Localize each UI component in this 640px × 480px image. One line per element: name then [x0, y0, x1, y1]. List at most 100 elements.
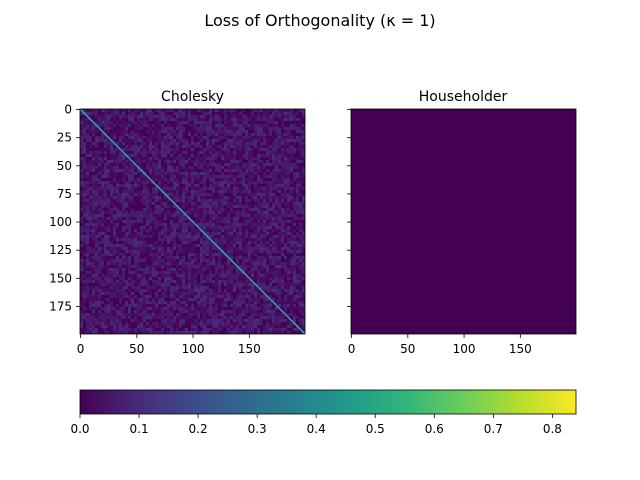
- heatmap-cell: [122, 289, 125, 292]
- heatmap-cell: [194, 241, 197, 244]
- heatmap-cell: [287, 232, 290, 235]
- heatmap-cell: [269, 172, 272, 175]
- heatmap-cell: [260, 166, 263, 169]
- heatmap-cell: [194, 130, 197, 133]
- heatmap-cell: [245, 127, 248, 130]
- heatmap-cell: [293, 199, 296, 202]
- heatmap-cell: [104, 136, 107, 139]
- heatmap-cell: [167, 223, 170, 226]
- heatmap-cell: [149, 169, 152, 172]
- heatmap-cell: [269, 253, 272, 256]
- heatmap-cell: [293, 253, 296, 256]
- heatmap-cell: [245, 292, 248, 295]
- heatmap-cell: [143, 175, 146, 178]
- heatmap-cell: [203, 169, 206, 172]
- heatmap-cell: [227, 166, 230, 169]
- heatmap-cell: [155, 277, 158, 280]
- heatmap-cell: [146, 190, 149, 193]
- heatmap-cell: [164, 139, 167, 142]
- heatmap-cell: [170, 133, 173, 136]
- heatmap-cell: [224, 304, 227, 307]
- heatmap-cell: [287, 160, 290, 163]
- heatmap-cell: [275, 226, 278, 229]
- heatmap-cell: [92, 268, 95, 271]
- heatmap-cell: [149, 214, 152, 217]
- heatmap-cell: [227, 262, 230, 265]
- heatmap-cell: [134, 169, 137, 172]
- heatmap-cell: [212, 280, 215, 283]
- heatmap-cell: [164, 259, 167, 262]
- heatmap-cell: [80, 127, 83, 130]
- heatmap-cell: [83, 211, 86, 214]
- heatmap-cell: [275, 184, 278, 187]
- heatmap-cell: [131, 145, 134, 148]
- heatmap-cell: [131, 154, 134, 157]
- heatmap-cell: [173, 301, 176, 304]
- heatmap-cell: [146, 127, 149, 130]
- heatmap-cell: [146, 166, 149, 169]
- heatmap-cell: [83, 301, 86, 304]
- heatmap-cell: [242, 139, 245, 142]
- heatmap-cell: [149, 133, 152, 136]
- heatmap-cell: [173, 190, 176, 193]
- heatmap-cell: [281, 286, 284, 289]
- heatmap-cell: [137, 244, 140, 247]
- heatmap-cell: [263, 118, 266, 121]
- heatmap-cell: [242, 238, 245, 241]
- heatmap-cell: [152, 175, 155, 178]
- heatmap-cell: [200, 184, 203, 187]
- heatmap-cell: [167, 217, 170, 220]
- heatmap-cell: [170, 214, 173, 217]
- heatmap-cell: [86, 121, 89, 124]
- heatmap-cell: [92, 196, 95, 199]
- heatmap-cell: [230, 262, 233, 265]
- heatmap-cell: [161, 187, 164, 190]
- heatmap-cell: [161, 217, 164, 220]
- heatmap-cell: [152, 178, 155, 181]
- heatmap-cell: [152, 190, 155, 193]
- heatmap-cell: [215, 127, 218, 130]
- heatmap-cell: [173, 217, 176, 220]
- heatmap-cell: [119, 121, 122, 124]
- heatmap-cell: [215, 259, 218, 262]
- heatmap-cell: [125, 229, 128, 232]
- heatmap-cell: [131, 232, 134, 235]
- heatmap-cell: [182, 151, 185, 154]
- heatmap-cell: [173, 160, 176, 163]
- heatmap-cell: [263, 241, 266, 244]
- heatmap-cell: [155, 178, 158, 181]
- heatmap-cell: [185, 259, 188, 262]
- heatmap-cell: [251, 157, 254, 160]
- heatmap-cell: [152, 136, 155, 139]
- heatmap-cell: [140, 241, 143, 244]
- heatmap-cell: [287, 220, 290, 223]
- heatmap-cell: [113, 169, 116, 172]
- heatmap-cell: [215, 175, 218, 178]
- heatmap-cell: [92, 259, 95, 262]
- heatmap-cell: [185, 169, 188, 172]
- heatmap-cell: [95, 283, 98, 286]
- heatmap-cell: [212, 127, 215, 130]
- heatmap-cell: [98, 175, 101, 178]
- heatmap-cell: [107, 115, 110, 118]
- heatmap-cell: [269, 274, 272, 277]
- heatmap-cell: [236, 226, 239, 229]
- heatmap-cell: [275, 208, 278, 211]
- heatmap-cell: [104, 286, 107, 289]
- heatmap-cell: [281, 253, 284, 256]
- heatmap-cell: [221, 238, 224, 241]
- heatmap-cell: [98, 259, 101, 262]
- heatmap-cell: [233, 277, 236, 280]
- heatmap-cell: [95, 148, 98, 151]
- heatmap-cell: [176, 211, 179, 214]
- heatmap-cell: [122, 193, 125, 196]
- heatmap-cell: [155, 214, 158, 217]
- heatmap-cell: [140, 205, 143, 208]
- heatmap-cell: [80, 289, 83, 292]
- heatmap-cell: [236, 253, 239, 256]
- heatmap-cell: [161, 166, 164, 169]
- heatmap-cell: [170, 277, 173, 280]
- heatmap-cell: [173, 199, 176, 202]
- heatmap-cell: [101, 190, 104, 193]
- heatmap-cell: [248, 223, 251, 226]
